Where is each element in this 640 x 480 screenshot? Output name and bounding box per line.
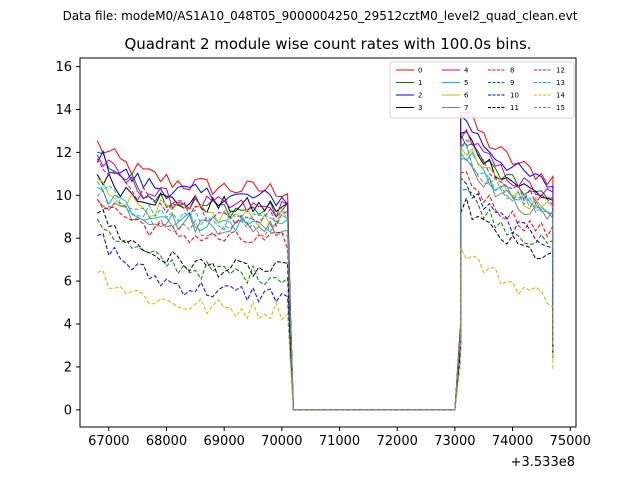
legend-label-2: 2 [418, 92, 422, 100]
y-tick-label: 2 [64, 360, 72, 375]
series-line-11 [97, 196, 554, 411]
legend-label-12: 12 [556, 67, 565, 75]
series-line-7 [96, 158, 554, 411]
chart-title: Quadrant 2 module wise count rates with … [124, 35, 531, 53]
series-line-14 [97, 247, 554, 411]
legend-label-0: 0 [418, 67, 422, 75]
series-line-9 [96, 188, 554, 411]
legend-label-15: 15 [556, 104, 565, 112]
legend-label-8: 8 [510, 67, 514, 75]
series-line-0 [96, 111, 554, 411]
plot-area [96, 111, 554, 411]
legend-label-5: 5 [464, 79, 468, 87]
series-line-10 [97, 176, 554, 411]
legend-label-10: 10 [510, 92, 519, 100]
y-axis: 0 2 4 6 8 10 12 14 16 [55, 60, 80, 418]
y-tick-label: 16 [55, 60, 72, 75]
legend-label-9: 9 [510, 79, 514, 87]
legend-label-7: 7 [464, 104, 468, 112]
series-line-12 [96, 139, 554, 411]
legend-box [389, 61, 575, 119]
x-tick-label: 69000 [204, 434, 245, 449]
data-file-label: Data file: modeM0/AS1A10_048T05_90000042… [63, 9, 578, 23]
y-tick-label: 14 [55, 103, 72, 118]
series-line-6 [97, 145, 554, 411]
x-tick-label: 67000 [88, 434, 129, 449]
x-tick-label: 70000 [261, 434, 302, 449]
x-tick-label: 68000 [146, 434, 187, 449]
series-line-2 [96, 114, 554, 411]
axes-border [79, 57, 577, 428]
x-tick-label: 71000 [319, 434, 360, 449]
series-line-4 [96, 128, 554, 411]
legend-label-6: 6 [464, 92, 469, 100]
x-axis-offset-label: +3.533e8 [511, 455, 575, 470]
y-tick-label: 6 [64, 275, 72, 290]
x-tick-label: 74000 [492, 434, 533, 449]
series-line-15 [96, 145, 554, 411]
y-tick-label: 4 [64, 318, 72, 333]
x-axis: 67000 68000 69000 70000 71000 72000 73000 74000… [88, 427, 591, 449]
legend-label-11: 11 [510, 104, 519, 112]
y-tick-label: 10 [55, 189, 72, 204]
x-tick-label: 73000 [434, 434, 475, 449]
x-tick-label: 72000 [377, 434, 418, 449]
y-tick-label: 8 [64, 232, 72, 247]
series-line-8 [96, 171, 554, 411]
y-tick-label: 12 [55, 146, 72, 161]
legend-label-14: 14 [556, 92, 565, 100]
legend-label-3: 3 [418, 104, 422, 112]
legend-label-1: 1 [418, 79, 422, 87]
legend-label-4: 4 [464, 67, 469, 75]
series-line-3 [96, 131, 554, 411]
axes-frame [79, 57, 577, 428]
series-line-5 [97, 151, 554, 411]
series-line-13 [96, 142, 554, 411]
x-tick-label: 75000 [550, 434, 591, 449]
legend-label-13: 13 [556, 79, 565, 87]
y-tick-label: 0 [64, 403, 72, 418]
